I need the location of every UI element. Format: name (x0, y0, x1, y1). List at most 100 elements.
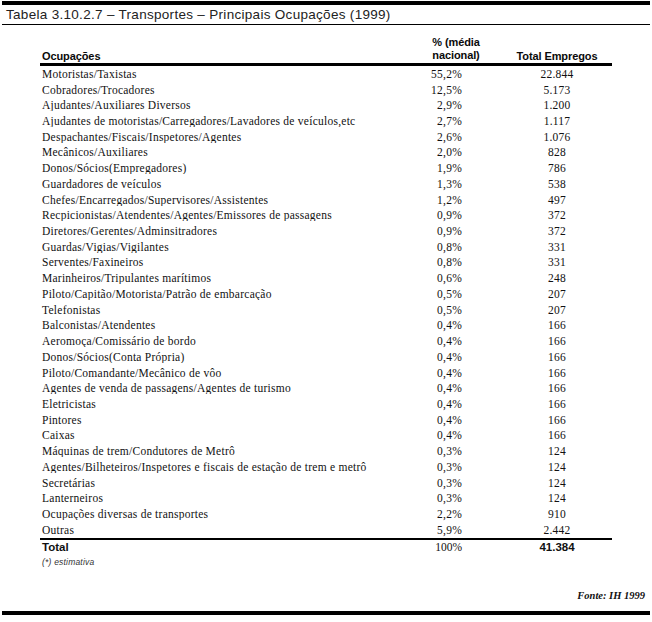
occupation-cell: Balconistas/Atendentes (40, 319, 402, 331)
table-row: Caixas0,4%166 (40, 428, 612, 444)
total-cell: 124 (502, 477, 612, 489)
percent-cell: 0,4% (402, 429, 462, 441)
table-row: Ajudantes de motoristas/Carregadores/Lav… (40, 113, 612, 129)
percent-cell: 0,4% (402, 335, 462, 347)
header-percent: % (média nacional) (396, 36, 516, 62)
total-cell: 166 (502, 429, 612, 441)
top-rule (2, 1, 650, 5)
percent-cell: 0,3% (402, 445, 462, 457)
percent-cell: 2,7% (402, 115, 462, 127)
table-row: Motoristas/Taxistas55,2%22.844 (40, 66, 612, 82)
total-cell: 372 (502, 225, 612, 237)
table-row: Agentes/Bilheteiros/Inspetores e fiscais… (40, 459, 612, 475)
total-cell: 372 (502, 209, 612, 221)
total-cell: 538 (502, 178, 612, 190)
percent-cell: 5,9% (402, 524, 462, 536)
total-cell: 124 (502, 445, 612, 457)
table-header: Ocupações % (média nacional) Total Empre… (40, 32, 612, 66)
occupation-cell: Piloto/Capitão/Motorista/Patrão de embar… (40, 288, 402, 300)
total-cell: 207 (502, 288, 612, 300)
percent-cell: 0,4% (402, 367, 462, 379)
total-cell: 166 (502, 414, 612, 426)
table-row: Lanterneiros0,3%124 (40, 490, 612, 506)
total-cell: 786 (502, 162, 612, 174)
percent-cell: 0,3% (402, 477, 462, 489)
percent-cell: 0,8% (402, 256, 462, 268)
total-cell: 166 (502, 382, 612, 394)
percent-cell: 0,9% (402, 225, 462, 237)
bottom-rule (2, 611, 650, 615)
occupation-cell: Mecânicos/Auxiliares (40, 146, 402, 158)
total-cell: 207 (502, 304, 612, 316)
table-body: Motoristas/Taxistas55,2%22.844Cobradores… (40, 66, 612, 538)
table-row: Guardadores de veículos1,3%538 (40, 176, 612, 192)
occupation-cell: Máquinas de trem/Condutores de Metrô (40, 445, 402, 457)
occupation-cell: Guardas/Vigias/Vigilantes (40, 241, 402, 253)
table-row: Despachantes/Fiscais/Inspetores/Agentes2… (40, 129, 612, 145)
total-row: Total 100% 41.384 (40, 538, 612, 555)
total-cell: 166 (502, 398, 612, 410)
occupation-cell: Serventes/Faxineiros (40, 256, 402, 268)
table-row: Piloto/Comandante/Mecânico de vôo0,4% 166 (40, 365, 612, 381)
percent-cell: 0,4% (402, 319, 462, 331)
total-value: 41.384 (502, 541, 612, 553)
table-row: Marinheiros/Tripulantes marítimos0,6%248 (40, 270, 612, 286)
table-row: Máquinas de trem/Condutores de Metrô0,3%… (40, 443, 612, 459)
occupation-cell: Ajudantes de motoristas/Carregadores/Lav… (40, 115, 402, 127)
percent-cell: 1,9% (402, 162, 462, 174)
total-cell: 124 (502, 492, 612, 504)
table-row: Secretárias0,3%124 (40, 475, 612, 491)
header-total-empregos: Total Empregos (502, 50, 612, 62)
table-row: Recpicionistas/Atendentes/Agentes/Emisso… (40, 207, 612, 223)
total-cell: 166 (502, 367, 612, 379)
document-page: Tabela 3.10.2.7 – Transportes – Principa… (0, 0, 652, 622)
total-label: Total (40, 541, 402, 553)
percent-cell: 12,5% (402, 84, 462, 96)
occupation-cell: Diretores/Gerentes/Adminsitradores (40, 225, 402, 237)
table-row: Cobradores/Trocadores12,5%5.173 (40, 82, 612, 98)
percent-cell: 0,4% (402, 398, 462, 410)
total-cell: 1.076 (502, 131, 612, 143)
total-cell: 5.173 (502, 84, 612, 96)
footnote: (*) estimativa (42, 557, 94, 567)
header-percent-line1: % (média (396, 36, 516, 49)
total-cell: 1.200 (502, 99, 612, 111)
table-row: Outras5,9% 2.442 (40, 522, 612, 538)
percent-cell: 0,9% (402, 209, 462, 221)
occupation-cell: Outras (40, 524, 402, 536)
table-row: Diretores/Gerentes/Adminsitradores0,9% 37… (40, 223, 612, 239)
total-cell: 331 (502, 256, 612, 268)
percent-cell: 0,3% (402, 492, 462, 504)
table-row: Aeromoça/Comissário de bordo0,4%166 (40, 333, 612, 349)
occupations-table: Ocupações % (média nacional) Total Empre… (40, 32, 612, 555)
percent-cell: 0,5% (402, 288, 462, 300)
total-cell: 331 (502, 241, 612, 253)
percent-cell: 0,8% (402, 241, 462, 253)
table-row: Donos/Sócios(Conta Própria)0,4%166 (40, 349, 612, 365)
percent-cell: 1,3% (402, 178, 462, 190)
occupation-cell: Piloto/Comandante/Mecânico de vôo (40, 367, 402, 379)
page-title: Tabela 3.10.2.7 – Transportes – Principa… (6, 7, 391, 22)
percent-cell: 1,2% (402, 194, 462, 206)
table-row: Piloto/Capitão/Motorista/Patrão de embar… (40, 286, 612, 302)
table-row: Chefes/Encarregados/Supervisores/Assiste… (40, 192, 612, 208)
percent-cell: 2,2% (402, 508, 462, 520)
percent-cell: 0,4% (402, 351, 462, 363)
table-row: Ocupações diversas de transportes2,2%910 (40, 506, 612, 522)
percent-cell: 2,9% (402, 99, 462, 111)
occupation-cell: Marinheiros/Tripulantes marítimos (40, 272, 402, 284)
total-percent: 100% (402, 541, 462, 553)
percent-cell: 55,2% (402, 68, 462, 80)
percent-cell: 0,5% (402, 304, 462, 316)
percent-cell: 2,6% (402, 131, 462, 143)
total-cell: 2.442 (502, 524, 612, 536)
source-note: Fonte: IH 1999 (577, 590, 645, 601)
total-cell: 166 (502, 335, 612, 347)
occupation-cell: Pintores (40, 414, 402, 426)
occupation-cell: Ocupações diversas de transportes (40, 508, 402, 520)
total-cell: 124 (502, 461, 612, 473)
percent-cell: 0,4% (402, 382, 462, 394)
total-cell: 1.117 (502, 115, 612, 127)
occupation-cell: Donos/Sócios(Empregadores) (40, 162, 402, 174)
table-row: Donos/Sócios(Empregadores)1,9% 786 (40, 160, 612, 176)
